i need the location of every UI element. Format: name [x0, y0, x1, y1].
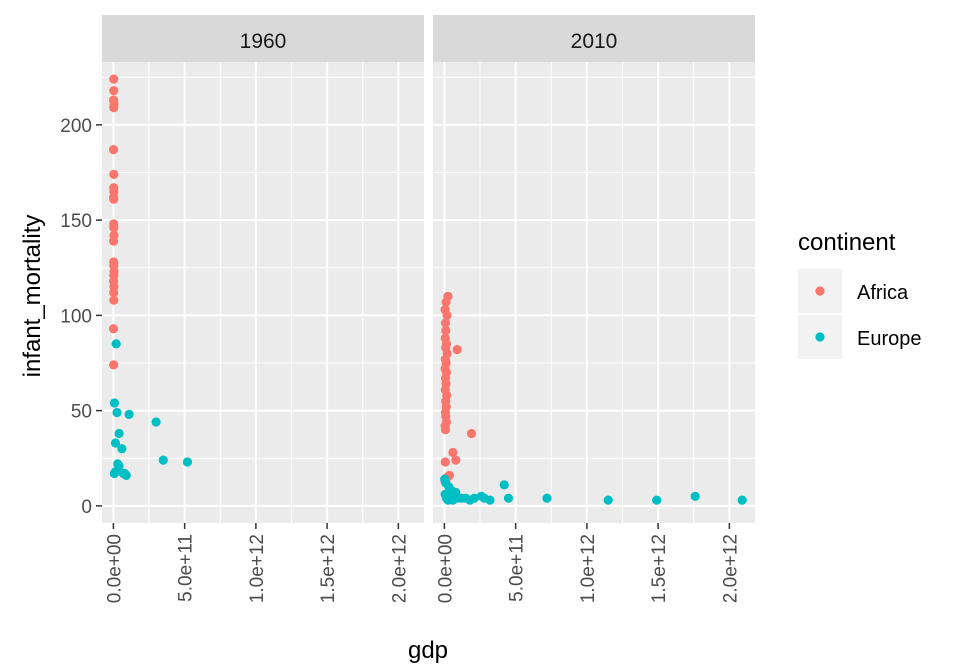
data-point — [503, 493, 514, 503]
data-point — [114, 428, 124, 439]
series-africa — [108, 74, 119, 370]
panel-background — [433, 62, 755, 523]
facet-panel-1960: 1960 0.0e+00 5.0e+11 1.0e+12 1.5e+12 2.0e+12 — [102, 15, 424, 603]
data-point — [441, 326, 451, 336]
y-tick-label: 0 — [81, 497, 92, 518]
y-tick-label: 100 — [60, 306, 92, 327]
x-tick-label: 5.0e+11 — [176, 534, 197, 602]
facet-strip — [102, 15, 424, 62]
data-point — [109, 398, 120, 408]
data-point — [109, 236, 119, 246]
x-tick-label: 2.0e+12 — [720, 534, 741, 603]
x-tick-label: 1.5e+12 — [649, 534, 670, 603]
y-tick-label: 200 — [60, 116, 92, 137]
data-point — [737, 495, 747, 505]
data-point — [109, 295, 119, 305]
x-tick-label: 0.0e+00 — [435, 534, 456, 603]
data-point — [466, 428, 477, 439]
x-tick-label: 0.0e+00 — [104, 534, 125, 603]
x-tick-label: 1.0e+12 — [247, 534, 268, 603]
facet-panel-2010: 2010 0.0e+00 5.0e+11 1.0e+12 1.5e+12 2.0e+12 — [433, 15, 755, 603]
data-point — [182, 457, 193, 467]
data-point — [109, 74, 119, 84]
data-point — [109, 223, 119, 233]
legend-key-europe — [815, 332, 825, 342]
data-point — [485, 495, 495, 505]
facet-strip — [433, 15, 755, 62]
data-point — [124, 409, 134, 419]
y-tick-label: 50 — [71, 402, 92, 423]
data-point — [440, 425, 451, 435]
data-point — [109, 103, 119, 113]
legend: continent Africa Europe — [798, 229, 922, 359]
data-point — [151, 417, 161, 427]
data-point — [441, 297, 451, 307]
legend-key-africa — [815, 286, 825, 296]
legend-label: Africa — [857, 282, 909, 304]
y-tick-label: 150 — [60, 211, 92, 232]
y-axis: 0 50 100 150 200 — [60, 116, 102, 518]
data-point — [603, 495, 613, 505]
data-point — [108, 324, 119, 334]
data-point — [109, 194, 119, 204]
data-point — [158, 455, 168, 465]
data-point — [109, 169, 119, 179]
x-tick-label: 1.5e+12 — [318, 534, 339, 603]
data-point — [112, 407, 122, 418]
data-point — [109, 360, 119, 370]
data-point — [111, 339, 121, 349]
data-point — [469, 493, 479, 503]
data-point — [442, 310, 452, 320]
series-europe — [109, 339, 193, 480]
data-point — [448, 447, 458, 458]
series-europe — [440, 474, 747, 505]
facet-strip-label: 1960 — [240, 30, 287, 53]
x-tick-label: 1.0e+12 — [578, 534, 599, 603]
data-point — [109, 287, 119, 298]
data-point — [542, 493, 552, 503]
x-tick-label: 2.0e+12 — [389, 534, 410, 603]
data-point — [440, 457, 450, 467]
data-point — [690, 491, 700, 501]
facet-strip-label: 2010 — [571, 30, 618, 53]
data-point — [452, 345, 462, 355]
data-point — [118, 468, 128, 479]
y-axis-title: infant_mortality — [19, 215, 46, 378]
x-axis-title: gdp — [408, 637, 448, 664]
legend-keys: Africa Europe — [798, 269, 922, 359]
data-point — [652, 495, 662, 505]
data-point — [440, 318, 451, 328]
data-point — [110, 467, 121, 477]
legend-label: Europe — [857, 328, 922, 350]
x-tick-label: 5.0e+11 — [507, 534, 528, 602]
data-point — [499, 480, 509, 490]
data-point — [108, 145, 119, 155]
panel-background — [102, 62, 424, 523]
legend-title: continent — [798, 229, 896, 256]
data-point — [117, 444, 127, 454]
data-point — [110, 438, 121, 448]
data-point — [109, 86, 119, 96]
data-point — [451, 455, 461, 465]
